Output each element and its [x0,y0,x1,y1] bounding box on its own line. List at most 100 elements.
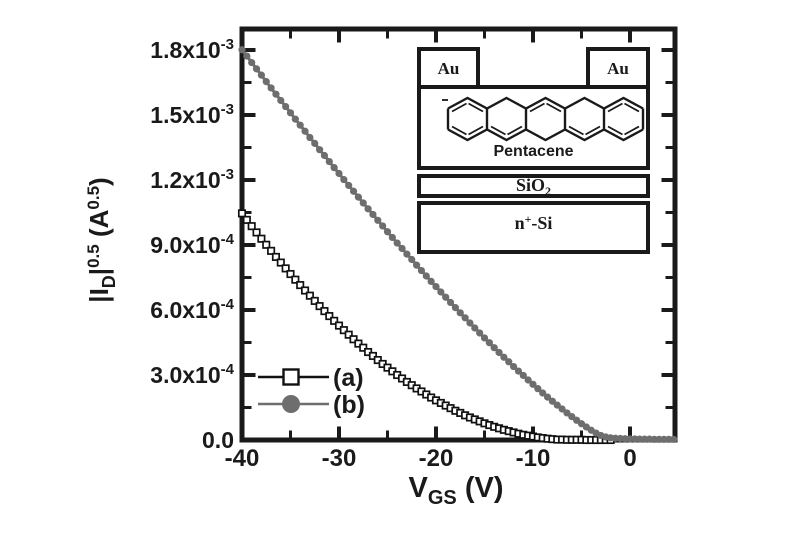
y-axis-title-part: |I [84,288,114,303]
y-tick-exponent: -3 [221,36,234,53]
au-left-label: Au [437,58,460,78]
data-point-circle [316,146,324,154]
y-axis-title: |ID|0.5 (A0.5) [84,177,119,302]
data-point-circle [437,288,445,296]
legend-label: (a) [333,364,364,392]
data-point-circle [558,405,566,413]
data-point-square [310,296,319,305]
data-point-square [325,312,334,321]
x-axis-title-part: (V) [457,472,504,504]
data-point-circle [306,133,314,142]
data-point-circle [403,250,411,258]
data-point-circle [490,344,498,352]
data-point-circle [471,324,479,332]
pentacene-molecule [442,96,645,142]
x-tick-label: -30 [322,445,357,472]
data-point-circle [296,121,304,129]
data-point-square [257,234,266,243]
data-point-circle [495,348,503,357]
data-point-circle [427,277,435,285]
legend-marker-circle [282,395,300,413]
data-point-square [354,339,363,348]
data-point-circle [548,397,557,405]
y-axis-title-part: | [84,268,114,275]
data-point-circle [480,334,489,342]
y-axis-title-part: 0.5 [84,244,103,268]
data-point-circle [262,78,270,86]
data-point-circle [286,109,295,117]
data-point-circle [243,52,251,60]
data-point-circle [519,371,527,380]
data-point-square [286,269,295,279]
series-a [237,209,615,445]
y-tick-mantissa: 1.5x10 [150,102,220,128]
data-point-circle [248,58,256,67]
data-point-square [271,252,281,261]
nsi-label: n+-Si [514,212,553,233]
data-point-square [305,291,314,300]
electrode-au-left: Au [417,47,480,85]
data-point-circle [505,358,513,366]
nsi-layer: n+-Si [417,201,650,254]
data-point-circle [553,401,561,409]
data-point-circle [325,157,333,166]
data-point-circle [500,353,508,361]
data-point-square [267,246,276,255]
data-point-circle [388,233,396,242]
y-tick-mantissa: 1.8x10 [150,37,220,63]
data-point-circle [461,314,469,322]
pentacene-layer: Pentacene [417,85,650,170]
data-point-square [237,209,247,218]
sio2-layer: SiO2 [417,174,650,198]
data-point-circle [291,115,299,123]
y-tick-label: 9.0x10-4 [150,231,234,258]
y-tick-exponent: -3 [221,101,234,118]
y-tick-label: 1.8x10-3 [150,36,234,63]
data-point-circle [335,169,343,178]
data-point-square [344,330,353,339]
data-point-circle [340,175,348,184]
y-tick-label: 0.0 [202,427,234,453]
data-point-circle [345,181,353,190]
y-tick-mantissa: 9.0x10 [150,232,220,258]
data-point-circle [301,127,309,135]
data-point-circle [282,102,290,111]
data-point-circle [364,205,372,213]
x-tick-label: -10 [516,445,551,472]
data-point-circle [320,151,329,160]
data-point-square [281,264,290,273]
data-point-circle [422,272,430,280]
data-point-circle [529,380,537,388]
sio2-label: SiO2 [515,174,551,198]
data-point-circle [359,199,367,207]
legend-marker-square [282,368,300,386]
data-point-square [301,286,310,295]
y-axis-title-part: D [99,275,119,288]
data-point-circle [349,187,358,195]
data-point-circle [509,362,518,371]
data-point-circle [257,71,265,79]
data-point-square [330,316,339,325]
data-point-circle [442,293,450,301]
y-tick-label: 3.0x10-4 [150,361,234,388]
data-point-circle [238,46,246,54]
y-tick-exponent: -4 [221,361,235,378]
legend-label: (b) [333,391,365,419]
molecule-double-bonds [442,99,640,136]
data-point-circle [393,239,401,247]
data-point-square [242,215,251,224]
data-point-square [291,275,300,284]
y-tick-exponent: -3 [221,166,234,183]
data-point-circle [311,139,319,147]
data-point-circle [277,96,285,105]
data-point-circle [267,84,275,92]
x-axis-title: VGS (V) [409,472,504,509]
pentacene-label: Pentacene [493,143,574,160]
y-tick-mantissa: 0.0 [202,427,234,453]
series-b [238,46,678,443]
data-point-square [339,326,348,335]
data-point-circle [408,255,416,264]
data-point-circle [379,222,387,230]
data-point-square [320,307,329,316]
